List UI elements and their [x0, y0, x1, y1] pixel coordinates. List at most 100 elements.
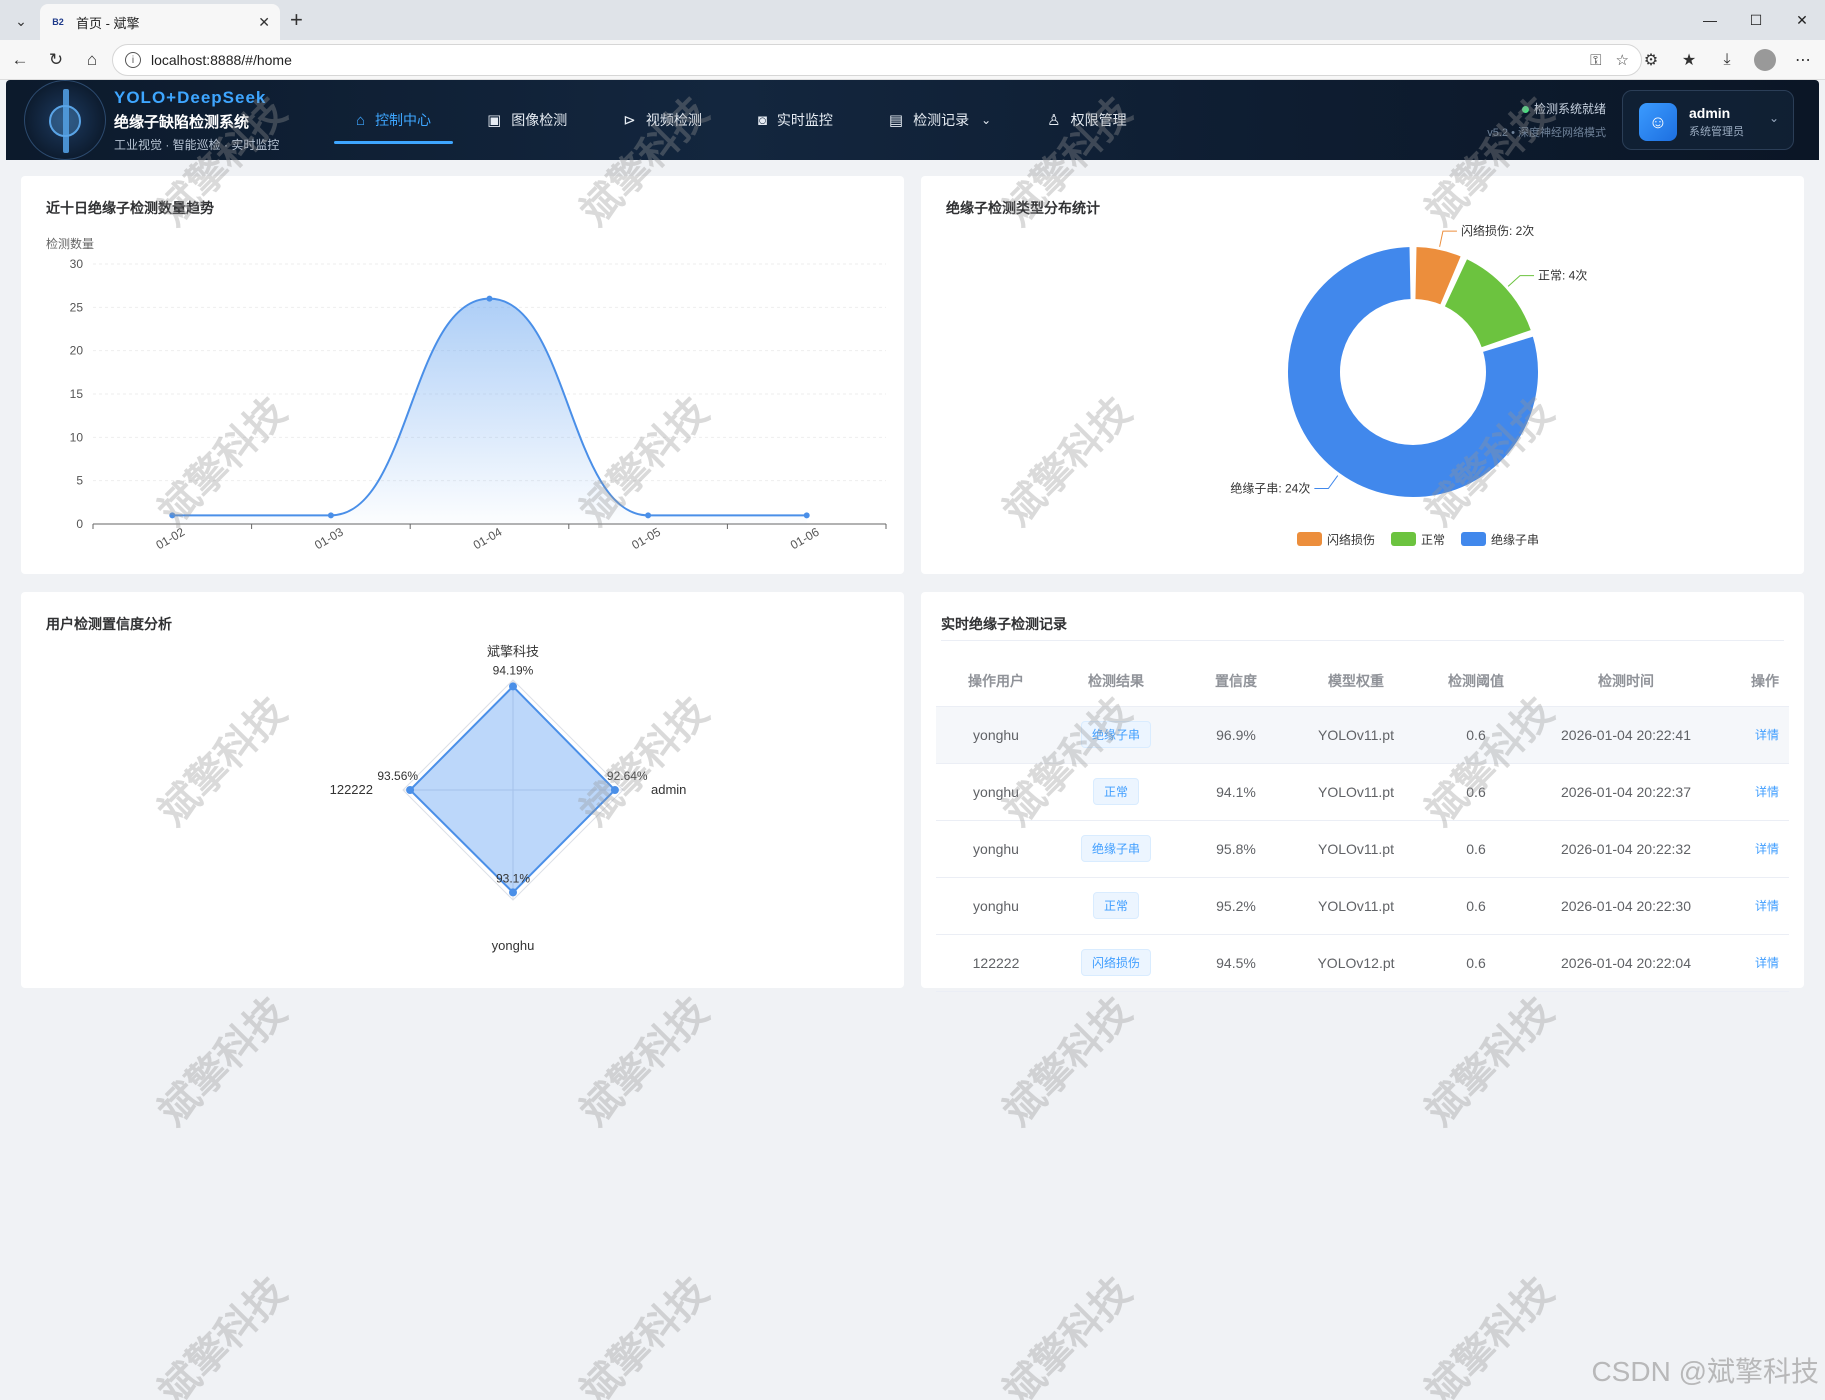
home-page-icon[interactable]: ⌂: [86, 50, 98, 69]
watermark-text: 斌擎科技: [150, 1269, 295, 1400]
nav-permission-management[interactable]: ♙ 权限管理: [1019, 80, 1154, 160]
data-point[interactable]: [169, 512, 176, 519]
legend-swatch[interactable]: [1391, 532, 1416, 546]
pie-slice[interactable]: [1286, 245, 1540, 499]
avatar: ☺: [1639, 103, 1677, 141]
downloads-icon[interactable]: ⤓: [1723, 51, 1731, 68]
trend-chart-title: 近十日绝缘子检测数量趋势: [46, 200, 214, 216]
document-icon: ▤: [888, 112, 904, 129]
more-menu-icon[interactable]: ⋯: [1795, 52, 1811, 69]
site-info-icon[interactable]: i: [125, 52, 141, 68]
user-icon: ♙: [1047, 112, 1061, 129]
cell-model: YOLOv11.pt: [1296, 877, 1416, 935]
table-row[interactable]: yonghu 正常 94.1% YOLOv11.pt 0.6 2026-01-0…: [936, 763, 1789, 821]
favorites-icon[interactable]: ★: [1681, 52, 1697, 69]
detail-link[interactable]: 详情: [1754, 899, 1779, 913]
close-window-icon[interactable]: ✕: [1796, 11, 1808, 28]
legend-label[interactable]: 正常: [1421, 533, 1445, 547]
legend-label[interactable]: 闪络损伤: [1327, 532, 1375, 547]
trend-chart: 检测数量 0 5 10 15 20 25 30 01-02 01-03 01-04 01-05 01-…: [46, 236, 887, 552]
table-row[interactable]: 122222 闪络损伤 94.5% YOLOv12.pt 0.6 2026-01…: [936, 934, 1789, 992]
cell-threshold: 0.6: [1416, 877, 1536, 935]
result-tag: 正常: [1092, 892, 1139, 919]
favorite-star-icon[interactable]: ☆: [1615, 52, 1629, 69]
nav-label: 检测记录: [913, 112, 970, 128]
tab-close-icon[interactable]: ✕: [258, 13, 270, 30]
data-point[interactable]: [486, 295, 493, 302]
minimize-icon[interactable]: —: [1703, 12, 1717, 28]
watermark-text: 斌擎科技: [150, 989, 295, 1134]
legend-label[interactable]: 绝缘子串: [1491, 532, 1539, 547]
tab-list-menu-icon[interactable]: ⌄: [15, 12, 27, 29]
confidence-radar-card: 用户检测置信度分析 斌擎科技 94.19% admin 92.64% yonghu 93.…: [21, 592, 904, 988]
url-input[interactable]: i localhost:8888/#/home ⚿ ☆: [112, 44, 1642, 76]
detail-link[interactable]: 详情: [1754, 956, 1779, 970]
result-tag: 绝缘子串: [1080, 721, 1151, 748]
radar-value-label: 94.19%: [493, 663, 534, 677]
system-version: v5.2 • 深度神经网络模式: [1487, 127, 1606, 139]
table-row[interactable]: yonghu 绝缘子串 96.9% YOLOv11.pt 0.6 2026-01…: [936, 706, 1789, 764]
user-name: admin: [1689, 105, 1731, 121]
detail-link[interactable]: 详情: [1754, 728, 1779, 742]
user-role: 系统管理员: [1689, 126, 1744, 138]
nav-detection-records[interactable]: ▤ 检测记录 ⌄: [861, 80, 1019, 160]
y-tick-label: 5: [76, 474, 83, 488]
records-title: 实时绝缘子检测记录: [941, 616, 1067, 632]
result-tag: 绝缘子串: [1080, 835, 1151, 862]
cell-threshold: 0.6: [1416, 934, 1536, 992]
data-point[interactable]: [645, 512, 652, 519]
user-menu[interactable]: ☺ admin 系统管理员 ⌄: [1622, 90, 1794, 150]
cell-user: yonghu: [936, 706, 1056, 764]
back-icon[interactable]: ←: [11, 50, 29, 69]
pie-label: 正常: 4次: [1538, 269, 1587, 283]
data-point[interactable]: [803, 512, 810, 519]
result-tag: 闪络损伤: [1080, 949, 1151, 976]
nav-label: 视频检测: [645, 112, 702, 128]
extensions-icon[interactable]: ⚙: [1643, 52, 1659, 69]
cell-confidence: 94.5%: [1176, 934, 1296, 992]
radar-point[interactable]: [509, 888, 517, 897]
detail-link[interactable]: 详情: [1754, 842, 1779, 856]
data-point[interactable]: [327, 512, 334, 519]
play-icon: ⊳: [623, 112, 636, 129]
radar-point[interactable]: [610, 786, 619, 794]
y-tick-label: 15: [70, 387, 84, 401]
browser-toolbar: ⚙ ★ ⤓ ⋯: [1639, 48, 1815, 72]
chevron-down-icon: ⌄: [981, 113, 992, 127]
cell-threshold: 0.6: [1416, 706, 1536, 764]
camera-icon: ◙: [757, 111, 767, 129]
legend-swatch[interactable]: [1461, 532, 1486, 546]
radar-axis-name: 斌擎科技: [487, 644, 539, 659]
browser-tab[interactable]: B2 首页 - 斌擎 ✕: [40, 4, 280, 40]
pie-slice[interactable]: [1413, 245, 1463, 307]
favicon-icon: B2: [52, 17, 64, 27]
nav-realtime-monitor[interactable]: ◙ 实时监控: [730, 80, 861, 160]
y-tick-label: 30: [70, 257, 84, 271]
radar-point[interactable]: [509, 682, 517, 691]
status-text: 检测系统就绪: [1533, 102, 1606, 116]
reload-icon[interactable]: ↻: [48, 50, 64, 69]
app-header: YOLO+DeepSeek 绝缘子缺陷检测系统 工业视觉 · 智能巡检 · 实时…: [6, 80, 1819, 160]
nav-image-detection[interactable]: ▣ 图像检测: [459, 80, 595, 160]
cell-threshold: 0.6: [1416, 820, 1536, 878]
radar-axis-name: 122222: [330, 782, 373, 797]
watermark-text: 斌擎科技: [995, 989, 1140, 1134]
radar-point[interactable]: [406, 786, 415, 794]
detail-link[interactable]: 详情: [1754, 785, 1779, 799]
nav-control-center[interactable]: ⌂ 控制中心: [328, 80, 459, 160]
pie-slice[interactable]: [1442, 256, 1534, 350]
profile-icon[interactable]: [1753, 48, 1777, 72]
table-row[interactable]: yonghu 正常 95.2% YOLOv11.pt 0.6 2026-01-0…: [936, 877, 1789, 935]
new-tab-icon[interactable]: +: [290, 7, 303, 32]
key-icon[interactable]: ⚿: [1590, 51, 1602, 69]
nav-video-detection[interactable]: ⊳ 视频检测: [595, 80, 730, 160]
main-nav: ⌂ 控制中心 ▣ 图像检测 ⊳ 视频检测 ◙ 实时监控 ▤ 检测记录 ⌄ ♙ 权…: [328, 80, 1155, 160]
legend-swatch[interactable]: [1297, 532, 1322, 546]
maximize-icon[interactable]: ☐: [1749, 11, 1763, 28]
window-controls: — ☐ ✕: [1687, 0, 1825, 40]
trend-ylabel: 检测数量: [46, 236, 94, 251]
cell-model: YOLOv11.pt: [1296, 763, 1416, 821]
table-row[interactable]: yonghu 绝缘子串 95.8% YOLOv11.pt 0.6 2026-01…: [936, 820, 1789, 878]
chevron-down-icon: ⌄: [1768, 111, 1779, 125]
